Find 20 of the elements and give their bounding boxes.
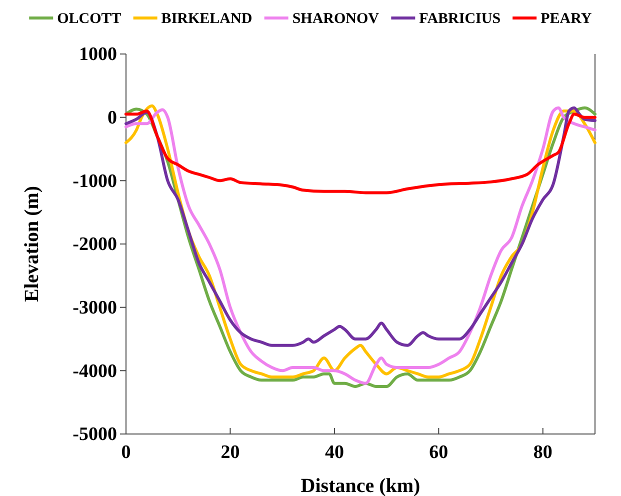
y-tick-label: -1000 xyxy=(72,170,117,192)
legend-label: PEARY xyxy=(540,11,592,27)
y-axis-title: Elevation (m) xyxy=(21,186,43,302)
x-tick-label: 80 xyxy=(533,442,552,463)
x-axis-title: Distance (km) xyxy=(300,475,420,496)
y-tick-label: -4000 xyxy=(72,360,117,382)
legend-label: FABRICIUS xyxy=(419,11,501,27)
legend-label: SHARONOV xyxy=(292,11,380,27)
x-tick-label: 60 xyxy=(429,442,448,463)
y-tick-label: 1000 xyxy=(79,44,117,66)
x-tick-label: 40 xyxy=(324,442,344,463)
legend-label: OLCOTT xyxy=(57,11,122,27)
x-tick-label: 0 xyxy=(121,442,131,463)
y-tick-label: 0 xyxy=(108,107,117,128)
y-tick-label: -5000 xyxy=(72,424,117,446)
line-series xyxy=(124,110,596,194)
x-tick-label: 20 xyxy=(220,442,240,463)
legend-label: BIRKELAND xyxy=(161,11,252,27)
y-tick-label: -2000 xyxy=(72,234,117,256)
y-tick-label: -3000 xyxy=(72,297,117,318)
